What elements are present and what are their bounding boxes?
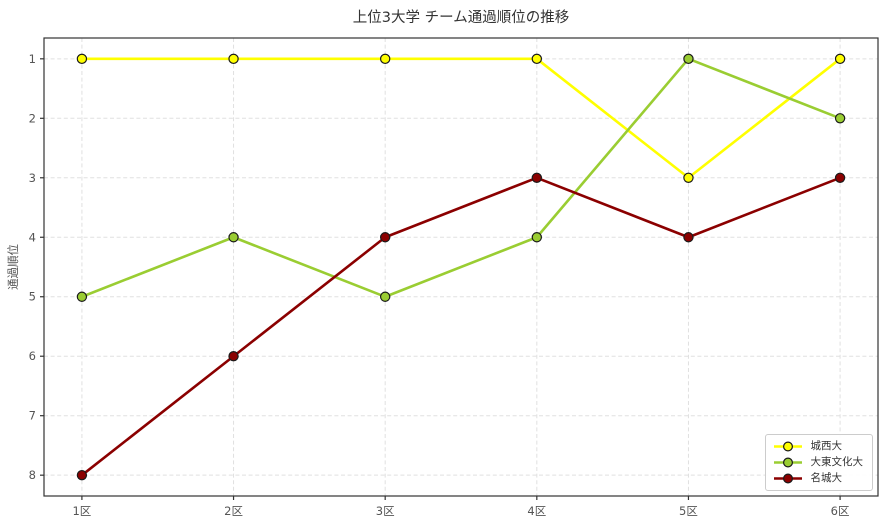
y-tick-label: 7 [29, 409, 36, 423]
legend-marker-icon [773, 441, 802, 452]
data-point [834, 53, 846, 65]
data-point [834, 172, 846, 183]
y-tick-label: 5 [29, 290, 36, 304]
legend: 城西大大東文化大名城大 [764, 434, 873, 491]
data-point [228, 351, 239, 362]
legend-label: 大東文化大 [810, 456, 864, 468]
y-tick-label: 6 [29, 349, 36, 363]
x-tick-label: 6区 [831, 504, 850, 518]
legend-label: 名城大 [810, 472, 843, 484]
data-point [834, 113, 846, 124]
legend-item: 城西大 [773, 440, 864, 453]
x-tick-label: 4区 [527, 504, 546, 518]
y-tick-label: 2 [29, 111, 36, 125]
x-tick-label: 2区 [224, 504, 243, 518]
y-tick-label: 8 [29, 468, 36, 482]
chart-title: 上位3大学 チーム通過順位の推移 [352, 10, 570, 26]
data-point [228, 53, 239, 65]
data-point [531, 172, 543, 183]
data-point [228, 232, 239, 243]
legend-marker-icon [773, 473, 802, 484]
data-point [76, 53, 88, 65]
series-line-1 [80, 57, 842, 299]
data-point [379, 232, 391, 243]
data-point [379, 291, 391, 302]
y-tick-label: 4 [29, 230, 36, 244]
x-tick-label: 5区 [679, 504, 698, 518]
y-tick-label: 3 [29, 171, 36, 185]
data-point [531, 53, 543, 65]
x-tick-label: 3区 [376, 504, 395, 518]
data-point [683, 172, 694, 183]
y-tick-label: 1 [29, 52, 36, 66]
legend-marker-icon [773, 457, 802, 468]
data-point [683, 232, 694, 243]
series-line-0 [80, 57, 842, 180]
legend-label: 城西大 [810, 440, 843, 452]
data-point [76, 291, 88, 302]
data-point [683, 53, 694, 65]
data-point [531, 232, 543, 243]
axes-border [43, 37, 879, 497]
data-point [76, 469, 88, 481]
x-tick-label: 1区 [72, 504, 91, 518]
legend-item: 名城大 [773, 472, 864, 485]
series-line-2 [80, 176, 842, 477]
legend-item: 大東文化大 [773, 456, 864, 469]
data-point [379, 53, 391, 65]
